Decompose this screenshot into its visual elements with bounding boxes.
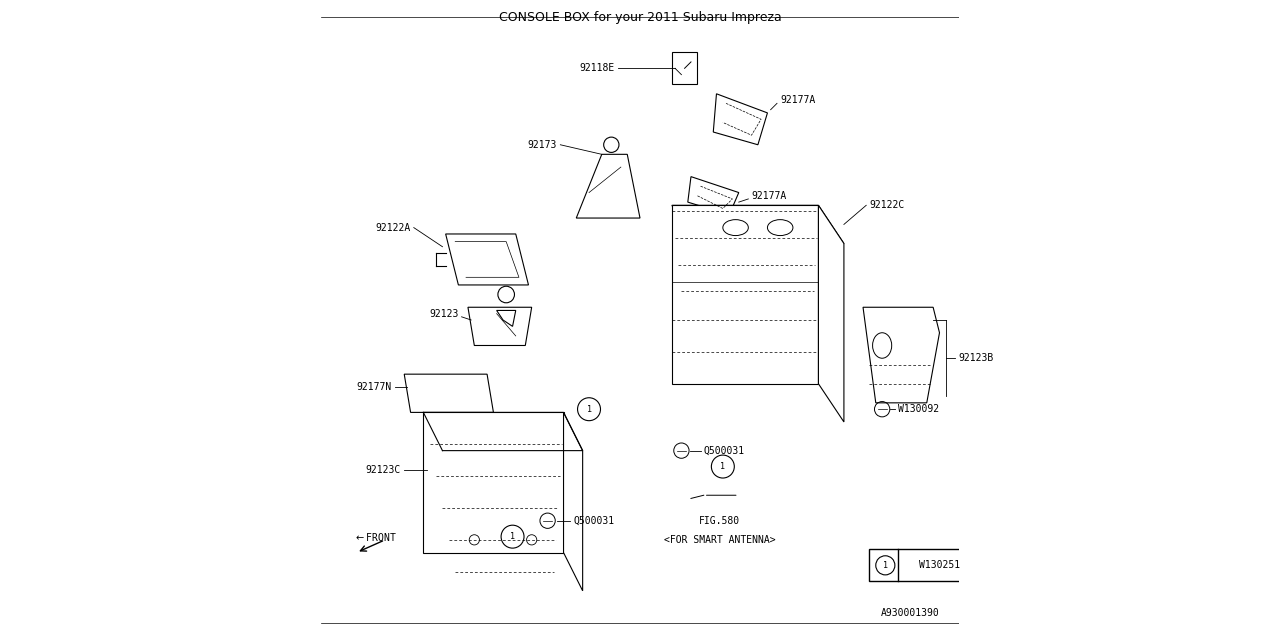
Text: 1: 1 xyxy=(721,462,726,471)
Text: 92177A: 92177A xyxy=(751,191,787,201)
Polygon shape xyxy=(563,412,582,591)
Polygon shape xyxy=(672,52,698,84)
Text: 1: 1 xyxy=(509,532,515,541)
Polygon shape xyxy=(468,307,531,346)
Polygon shape xyxy=(445,234,529,285)
Polygon shape xyxy=(713,94,768,145)
Polygon shape xyxy=(672,205,844,262)
Text: W130251: W130251 xyxy=(919,561,960,570)
Polygon shape xyxy=(404,374,493,412)
Polygon shape xyxy=(497,310,516,326)
Text: 92177A: 92177A xyxy=(781,95,815,105)
Polygon shape xyxy=(818,205,844,422)
Text: W130092: W130092 xyxy=(899,404,940,414)
Polygon shape xyxy=(424,412,563,552)
Polygon shape xyxy=(687,177,739,215)
Text: <FOR SMART ANTENNA>: <FOR SMART ANTENNA> xyxy=(664,535,776,545)
Text: 1: 1 xyxy=(883,561,888,570)
Text: A930001390: A930001390 xyxy=(881,608,940,618)
Text: Q500031: Q500031 xyxy=(573,516,614,525)
Polygon shape xyxy=(863,307,940,403)
Text: 92122C: 92122C xyxy=(869,200,905,211)
Text: Q500031: Q500031 xyxy=(704,445,745,456)
Text: 92122A: 92122A xyxy=(375,223,411,232)
Text: 92123: 92123 xyxy=(429,308,458,319)
Text: 92177N: 92177N xyxy=(356,382,392,392)
Text: 1: 1 xyxy=(586,404,591,413)
Text: 92123C: 92123C xyxy=(366,465,401,475)
Polygon shape xyxy=(576,154,640,218)
Polygon shape xyxy=(672,205,818,384)
Text: 92118E: 92118E xyxy=(580,63,614,74)
Text: FIG.580: FIG.580 xyxy=(699,516,740,525)
Text: CONSOLE BOX for your 2011 Subaru Impreza: CONSOLE BOX for your 2011 Subaru Impreza xyxy=(499,11,781,24)
Text: 92123B: 92123B xyxy=(959,353,993,364)
Text: $\leftarrow$FRONT: $\leftarrow$FRONT xyxy=(355,531,397,543)
Text: 92173: 92173 xyxy=(527,140,557,150)
